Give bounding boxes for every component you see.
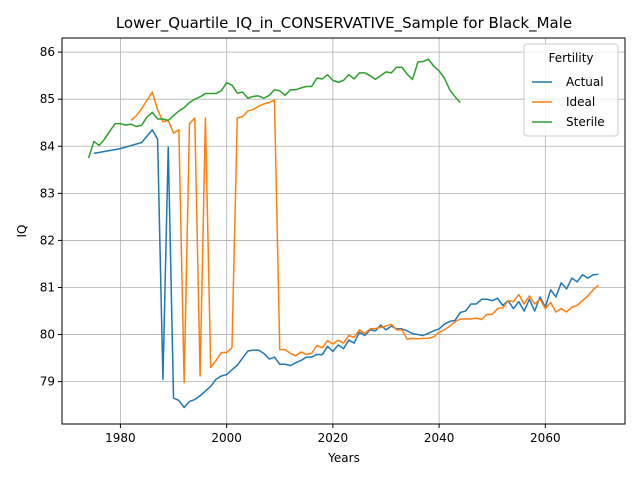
x-tick-label: 2020 <box>318 431 349 445</box>
plot-area <box>87 58 599 409</box>
x-axis-label: Years <box>327 451 360 465</box>
x-tick-label: 2000 <box>211 431 242 445</box>
x-tick-label: 1980 <box>105 431 136 445</box>
y-tick-label: 83 <box>40 186 55 200</box>
axes-frame <box>61 37 626 425</box>
y-tick-label: 85 <box>40 92 55 106</box>
legend-box <box>523 43 619 137</box>
x-tick-label: 2060 <box>530 431 561 445</box>
x-tick-label: 2040 <box>424 431 455 445</box>
legend-label-ideal: Ideal <box>566 95 595 109</box>
series-line-sterile <box>87 58 461 159</box>
legend-title: Fertility <box>548 51 593 65</box>
x-axis: 1980 2000 2020 2040 2060 <box>105 424 561 445</box>
series-line-actual <box>93 129 599 409</box>
chart-title: Lower_Quartile_IQ_in_CONSERVATIVE_Sample… <box>116 14 572 33</box>
y-tick-label: 84 <box>40 139 55 153</box>
y-tick-label: 86 <box>40 45 55 59</box>
y-tick-label: 79 <box>40 375 55 389</box>
series-line-ideal <box>130 91 599 384</box>
legend-label-actual: Actual <box>566 75 604 89</box>
legend: Fertility Actual Ideal Sterile <box>523 43 619 137</box>
y-tick-label: 82 <box>40 233 55 247</box>
y-tick-label: 80 <box>40 328 55 342</box>
legend-label-sterile: Sterile <box>566 115 605 129</box>
y-axis: 79 80 81 82 83 84 85 86 <box>40 45 62 389</box>
y-axis-label: IQ <box>15 225 29 238</box>
y-tick-label: 81 <box>40 280 55 294</box>
